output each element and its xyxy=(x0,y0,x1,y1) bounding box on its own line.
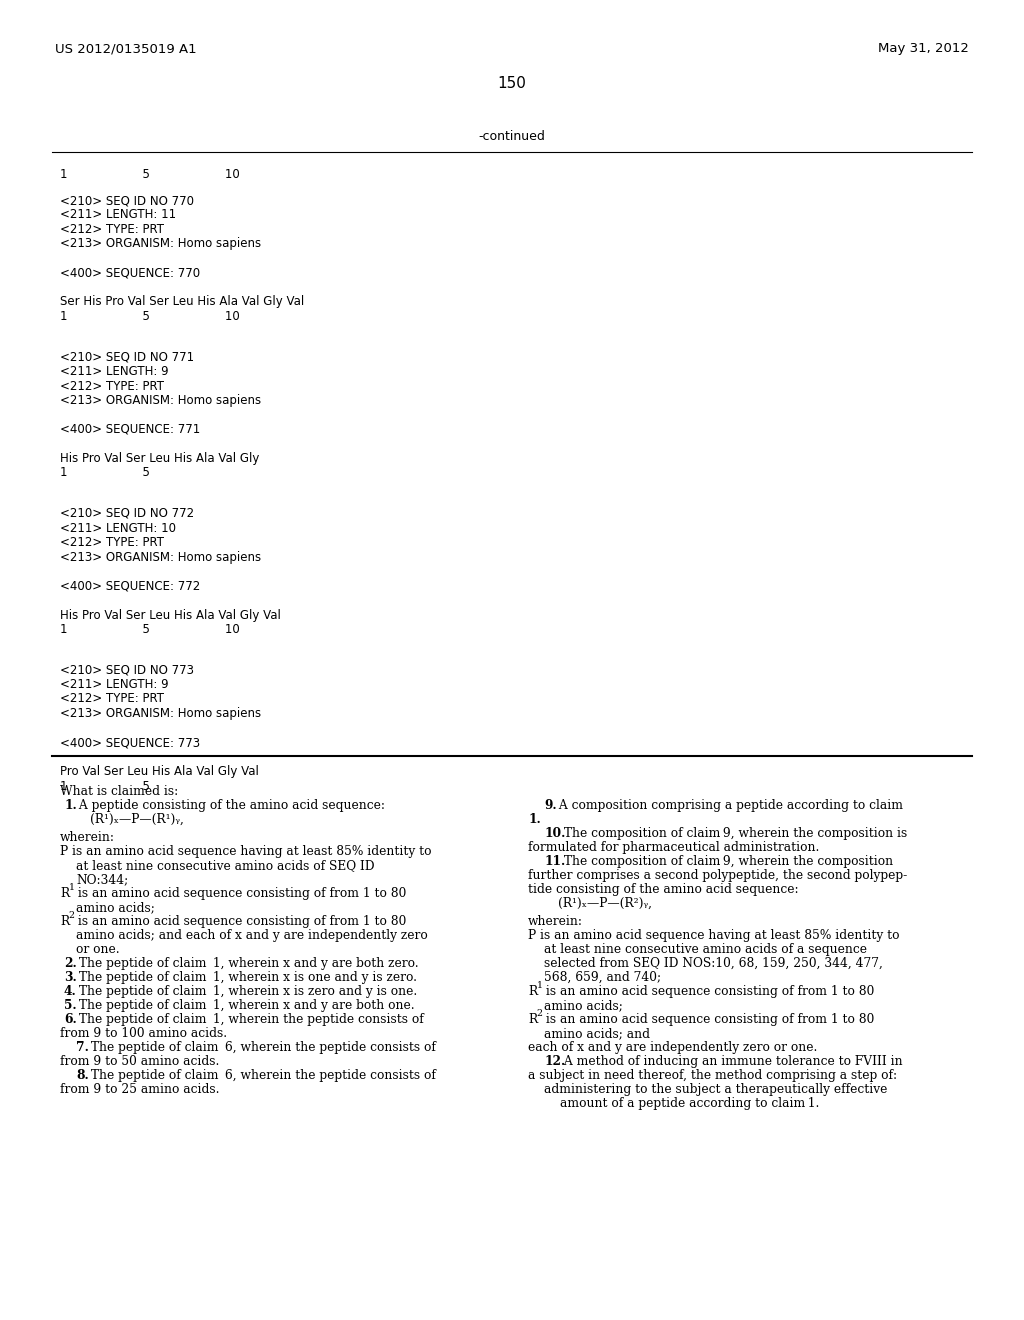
Text: each of x and y are independently zero or one.: each of x and y are independently zero o… xyxy=(528,1041,817,1053)
Text: A method of inducing an immune tolerance to FVIII in: A method of inducing an immune tolerance… xyxy=(560,1055,903,1068)
Text: <211> LENGTH: 9: <211> LENGTH: 9 xyxy=(60,678,169,690)
Text: from 9 to 25 amino acids.: from 9 to 25 amino acids. xyxy=(60,1082,219,1096)
Text: amino acids; and: amino acids; and xyxy=(544,1027,650,1040)
Text: <213> ORGANISM: Homo sapiens: <213> ORGANISM: Homo sapiens xyxy=(60,708,261,719)
Text: A peptide consisting of the amino acid sequence:: A peptide consisting of the amino acid s… xyxy=(75,799,385,812)
Text: 1: 1 xyxy=(69,883,75,892)
Text: wherein:: wherein: xyxy=(528,915,583,928)
Text: 1                    5                    10: 1 5 10 xyxy=(60,168,240,181)
Text: <211> LENGTH: 10: <211> LENGTH: 10 xyxy=(60,521,176,535)
Text: 10.: 10. xyxy=(544,828,565,840)
Text: (R¹)ₓ—P—(R²)ᵧ,: (R¹)ₓ—P—(R²)ᵧ, xyxy=(558,898,652,909)
Text: <400> SEQUENCE: 773: <400> SEQUENCE: 773 xyxy=(60,737,200,748)
Text: is an amino acid sequence consisting of from 1 to 80: is an amino acid sequence consisting of … xyxy=(74,887,407,900)
Text: R: R xyxy=(528,985,538,998)
Text: May 31, 2012: May 31, 2012 xyxy=(879,42,969,55)
Text: at least nine consecutive amino acids of a sequence: at least nine consecutive amino acids of… xyxy=(544,942,867,956)
Text: The peptide of claim  1, wherein the peptide consists of: The peptide of claim 1, wherein the pept… xyxy=(75,1012,424,1026)
Text: 6.: 6. xyxy=(63,1012,77,1026)
Text: The peptide of claim  1, wherein x is one and y is zero.: The peptide of claim 1, wherein x is one… xyxy=(75,972,417,983)
Text: at least nine consecutive amino acids of SEQ ID: at least nine consecutive amino acids of… xyxy=(76,859,375,873)
Text: <213> ORGANISM: Homo sapiens: <213> ORGANISM: Homo sapiens xyxy=(60,238,261,251)
Text: 2: 2 xyxy=(537,1008,543,1018)
Text: is an amino acid sequence consisting of from 1 to 80: is an amino acid sequence consisting of … xyxy=(74,915,407,928)
Text: P is an amino acid sequence having at least 85% identity to: P is an amino acid sequence having at le… xyxy=(528,929,899,942)
Text: 12.: 12. xyxy=(544,1055,565,1068)
Text: selected from SEQ ID NOS:10, 68, 159, 250, 344, 477,: selected from SEQ ID NOS:10, 68, 159, 25… xyxy=(544,957,883,970)
Text: 1                    5                    10: 1 5 10 xyxy=(60,310,240,323)
Text: <212> TYPE: PRT: <212> TYPE: PRT xyxy=(60,223,164,236)
Text: <211> LENGTH: 11: <211> LENGTH: 11 xyxy=(60,209,176,222)
Text: 1                    5                    10: 1 5 10 xyxy=(60,623,240,636)
Text: amount of a peptide according to claim 1.: amount of a peptide according to claim 1… xyxy=(560,1097,819,1110)
Text: The peptide of claim  1, wherein x and y are both one.: The peptide of claim 1, wherein x and y … xyxy=(75,999,415,1012)
Text: <210> SEQ ID NO 773: <210> SEQ ID NO 773 xyxy=(60,664,194,676)
Text: The composition of claim 9, wherein the composition is: The composition of claim 9, wherein the … xyxy=(560,828,907,840)
Text: His Pro Val Ser Leu His Ala Val Gly Val: His Pro Val Ser Leu His Ala Val Gly Val xyxy=(60,609,281,622)
Text: 9.: 9. xyxy=(544,799,557,812)
Text: <210> SEQ ID NO 772: <210> SEQ ID NO 772 xyxy=(60,507,195,520)
Text: US 2012/0135019 A1: US 2012/0135019 A1 xyxy=(55,42,197,55)
Text: amino acids;: amino acids; xyxy=(544,999,623,1012)
Text: Pro Val Ser Leu His Ala Val Gly Val: Pro Val Ser Leu His Ala Val Gly Val xyxy=(60,766,259,777)
Text: 4.: 4. xyxy=(63,985,77,998)
Text: or one.: or one. xyxy=(76,942,120,956)
Text: NO:344;: NO:344; xyxy=(76,873,128,886)
Text: amino acids;: amino acids; xyxy=(76,902,155,913)
Text: 150: 150 xyxy=(498,77,526,91)
Text: What is claimed is:: What is claimed is: xyxy=(60,785,178,799)
Text: -continued: -continued xyxy=(478,129,546,143)
Text: 1: 1 xyxy=(537,981,543,990)
Text: 2: 2 xyxy=(69,911,75,920)
Text: 1                    5: 1 5 xyxy=(60,466,150,479)
Text: administering to the subject a therapeutically effective: administering to the subject a therapeut… xyxy=(544,1082,888,1096)
Text: The peptide of claim  1, wherein x and y are both zero.: The peptide of claim 1, wherein x and y … xyxy=(75,957,419,970)
Text: <212> TYPE: PRT: <212> TYPE: PRT xyxy=(60,693,164,705)
Text: 1.: 1. xyxy=(63,799,77,812)
Text: The peptide of claim  6, wherein the peptide consists of: The peptide of claim 6, wherein the pept… xyxy=(87,1041,436,1053)
Text: wherein:: wherein: xyxy=(60,832,115,843)
Text: tide consisting of the amino acid sequence:: tide consisting of the amino acid sequen… xyxy=(528,883,799,896)
Text: 5.: 5. xyxy=(63,999,77,1012)
Text: <210> SEQ ID NO 770: <210> SEQ ID NO 770 xyxy=(60,194,194,207)
Text: R: R xyxy=(60,887,70,900)
Text: <212> TYPE: PRT: <212> TYPE: PRT xyxy=(60,536,164,549)
Text: 1.: 1. xyxy=(528,813,541,826)
Text: formulated for pharmaceutical administration.: formulated for pharmaceutical administra… xyxy=(528,841,819,854)
Text: is an amino acid sequence consisting of from 1 to 80: is an amino acid sequence consisting of … xyxy=(542,985,874,998)
Text: His Pro Val Ser Leu His Ala Val Gly: His Pro Val Ser Leu His Ala Val Gly xyxy=(60,451,259,465)
Text: <400> SEQUENCE: 771: <400> SEQUENCE: 771 xyxy=(60,422,201,436)
Text: R: R xyxy=(60,915,70,928)
Text: 1                    5: 1 5 xyxy=(60,780,150,792)
Text: 11.: 11. xyxy=(544,855,565,869)
Text: 568, 659, and 740;: 568, 659, and 740; xyxy=(544,972,662,983)
Text: R: R xyxy=(528,1012,538,1026)
Text: The peptide of claim  6, wherein the peptide consists of: The peptide of claim 6, wherein the pept… xyxy=(87,1069,436,1082)
Text: Ser His Pro Val Ser Leu His Ala Val Gly Val: Ser His Pro Val Ser Leu His Ala Val Gly … xyxy=(60,296,304,309)
Text: (R¹)ₓ—P—(R¹)ᵧ,: (R¹)ₓ—P—(R¹)ᵧ, xyxy=(90,813,184,826)
Text: <210> SEQ ID NO 771: <210> SEQ ID NO 771 xyxy=(60,351,195,363)
Text: P is an amino acid sequence having at least 85% identity to: P is an amino acid sequence having at le… xyxy=(60,845,431,858)
Text: amino acids; and each of x and y are independently zero: amino acids; and each of x and y are ind… xyxy=(76,929,428,942)
Text: further comprises a second polypeptide, the second polypep-: further comprises a second polypeptide, … xyxy=(528,869,907,882)
Text: is an amino acid sequence consisting of from 1 to 80: is an amino acid sequence consisting of … xyxy=(542,1012,874,1026)
Text: The composition of claim 9, wherein the composition: The composition of claim 9, wherein the … xyxy=(560,855,894,869)
Text: 3.: 3. xyxy=(63,972,77,983)
Text: <213> ORGANISM: Homo sapiens: <213> ORGANISM: Homo sapiens xyxy=(60,393,261,407)
Text: a subject in need thereof, the method comprising a step of:: a subject in need thereof, the method co… xyxy=(528,1069,897,1082)
Text: <213> ORGANISM: Homo sapiens: <213> ORGANISM: Homo sapiens xyxy=(60,550,261,564)
Text: <400> SEQUENCE: 772: <400> SEQUENCE: 772 xyxy=(60,579,201,593)
Text: 8.: 8. xyxy=(76,1069,89,1082)
Text: The peptide of claim  1, wherein x is zero and y is one.: The peptide of claim 1, wherein x is zer… xyxy=(75,985,417,998)
Text: <212> TYPE: PRT: <212> TYPE: PRT xyxy=(60,380,164,392)
Text: from 9 to 50 amino acids.: from 9 to 50 amino acids. xyxy=(60,1055,219,1068)
Text: A composition comprising a peptide according to claim: A composition comprising a peptide accor… xyxy=(555,799,903,812)
Text: <211> LENGTH: 9: <211> LENGTH: 9 xyxy=(60,366,169,378)
Text: 2.: 2. xyxy=(63,957,77,970)
Text: 7.: 7. xyxy=(76,1041,89,1053)
Text: <400> SEQUENCE: 770: <400> SEQUENCE: 770 xyxy=(60,267,200,280)
Text: from 9 to 100 amino acids.: from 9 to 100 amino acids. xyxy=(60,1027,227,1040)
